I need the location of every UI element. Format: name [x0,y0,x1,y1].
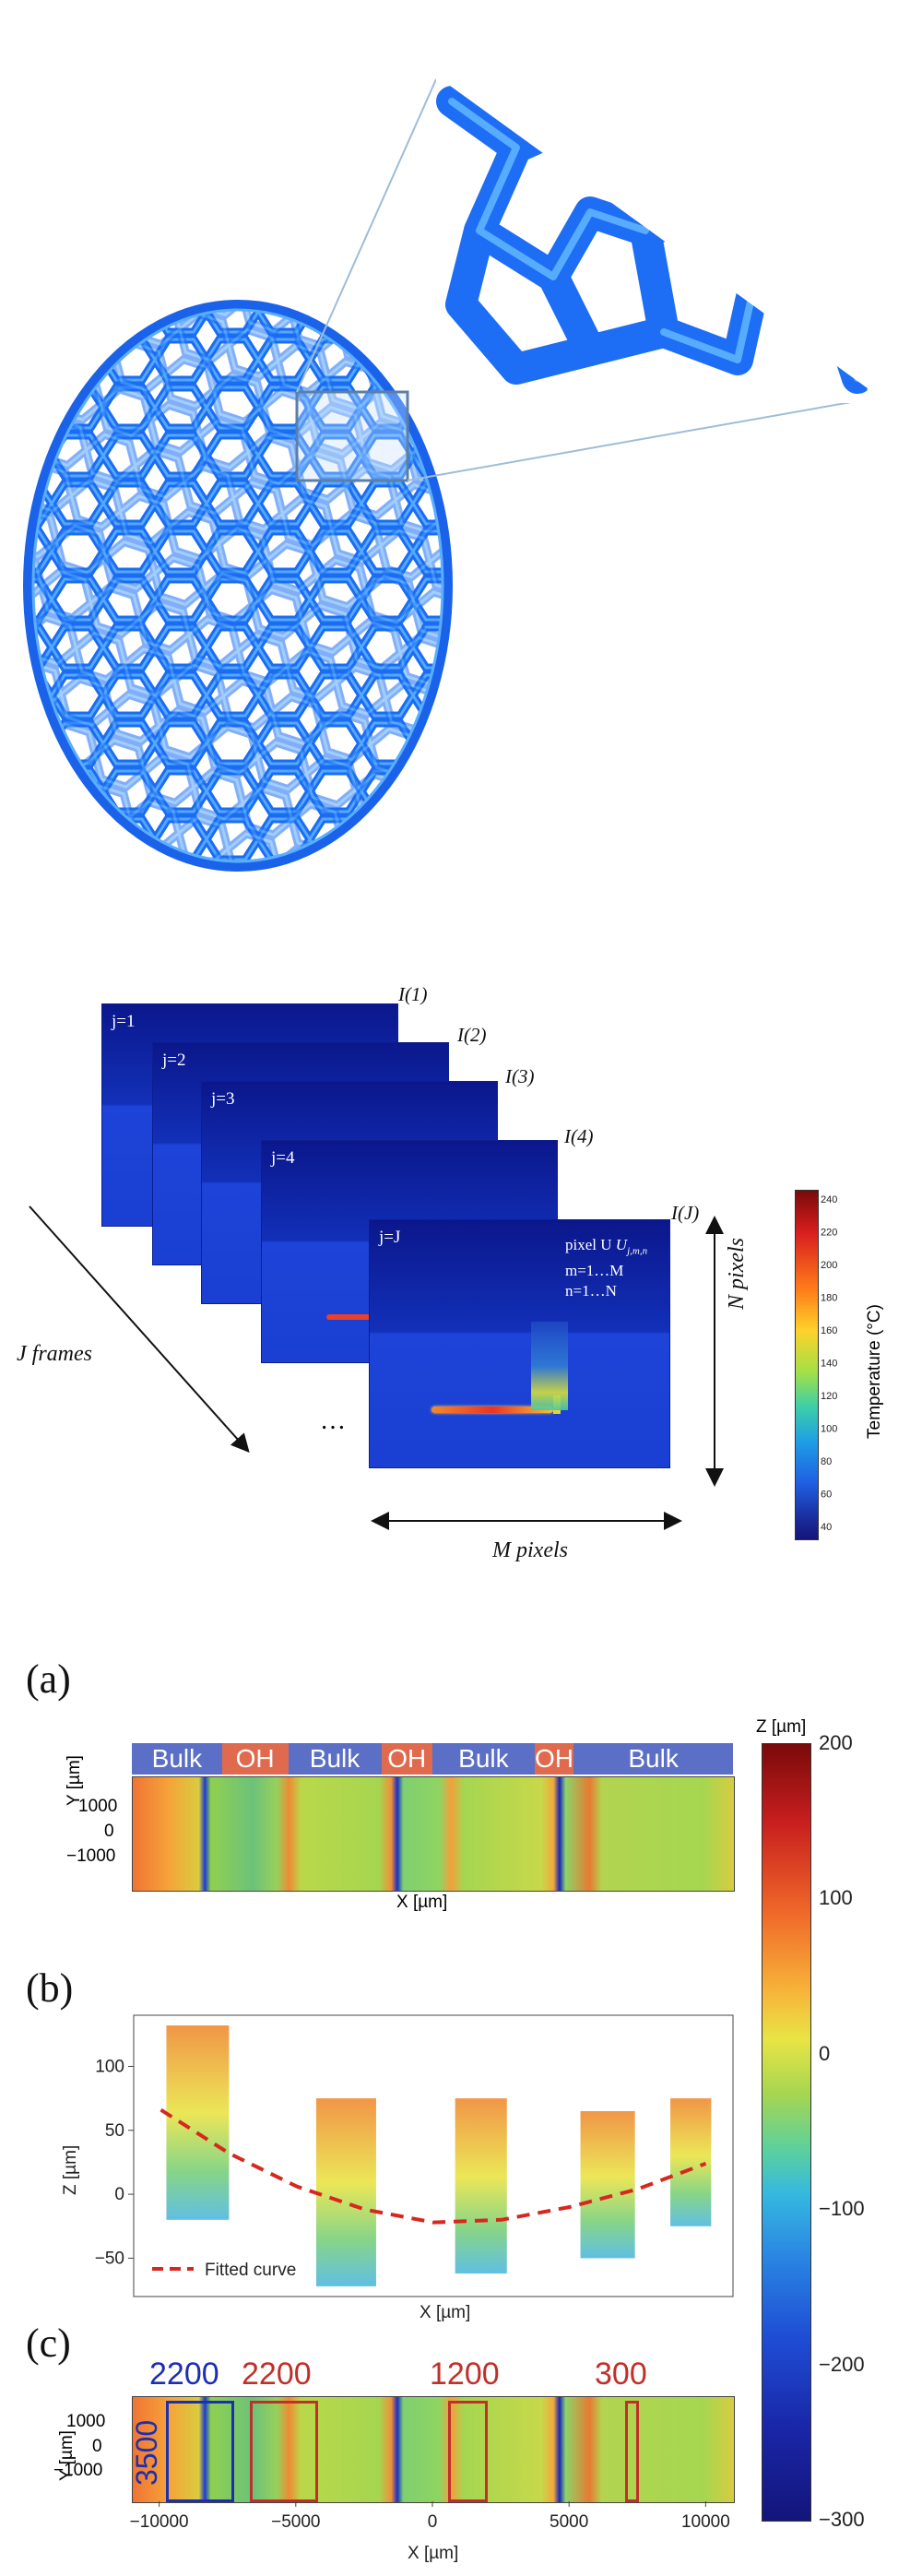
fitted-curve [160,2107,707,2225]
x-tick-label: 5000 [550,2512,588,2532]
legend-label: Fitted curve [205,2261,296,2280]
hot-track [431,1407,553,1413]
band-label: Bulk [432,1743,535,1775]
frame-index-label: j=4 [271,1148,295,1168]
z-colorbar-tick: −300 [819,2508,865,2531]
y-tick-label: 100 [95,2057,124,2076]
frame-name-label: I(1) [398,983,428,1005]
box-height-label: 3500 [130,2419,163,2486]
panel-a-xlabel: X [µm] [396,1893,448,1912]
z-colorbar-tick: −100 [819,2197,865,2221]
panel-c-ytick: 0 [92,2437,102,2456]
temperature-colorbar-tick: 100 [821,1424,837,1435]
frame-name-label: I(3) [505,1065,535,1087]
z-colorbar-title: Z [µm] [756,1717,807,1737]
temperature-colorbar-tick: 240 [821,1194,837,1205]
temperature-colorbar-tick: 60 [821,1490,832,1501]
band-strip: Bulk OH Bulk OH Bulk OH Bulk [132,1743,733,1775]
x-tick-label: 0 [428,2512,438,2532]
thermal-frame-J: j=J pixel U Uj,m,n m=1…M n=1…N [369,1219,670,1468]
panel-c-heatmap [132,2396,735,2503]
z-colorbar [762,1743,811,2522]
n-pixels-label: N pixels [725,1238,749,1310]
y-tick-label: 50 [105,2121,124,2141]
frame-name-label: I(4) [564,1125,594,1147]
temperature-colorbar-tick: 80 [821,1456,832,1467]
panel-a-letter: (a) [26,1656,71,1702]
temperature-colorbar-tick: 220 [821,1228,837,1239]
frame-index-label: j=3 [211,1089,235,1109]
band-label: Bulk [573,1743,733,1775]
panel-c-ytick: −1000 [53,2461,103,2480]
temperature-colorbar-tick: 40 [821,1522,832,1533]
band-label: OH [534,1743,574,1775]
ellipsis: … [320,1407,346,1435]
j-frames-label: J frames [17,1342,92,1366]
band-label: Bulk [288,1743,382,1775]
frame-name-label: I(2) [457,1024,487,1046]
panel-b-chart: 100 50 0 −50 Fitted curve X [µm] Z [µm] [61,2014,734,2322]
temperature-colorbar-ticks: 240 220 200 180 160 140 120 100 80 60 40 [821,1194,837,1533]
zoom-inset [436,76,888,403]
roi-box-red [250,2401,318,2502]
temperature-colorbar-tick: 160 [821,1325,837,1336]
panel-c-xlabel: X [µm] [408,2544,458,2563]
zoom-box [295,390,409,482]
y-tick-label: 0 [114,2185,124,2204]
print-head [531,1322,568,1410]
panel-a-ytick: 0 [104,1822,114,1841]
frame-name-label: I(J) [671,1202,700,1224]
scatter-cluster [166,2025,230,2220]
m-pixels-label: M pixels [492,1538,568,1562]
panel-c-ytick: 1000 [66,2412,106,2431]
scatter-cluster [580,2110,635,2259]
band-label: OH [221,1743,289,1775]
scatter-cluster [455,2098,507,2274]
roi-box-blue [166,2401,234,2502]
panel-c-xaxis: −10000 −5000 0 5000 10000 X [µm] [130,2501,730,2563]
panel-a-ytick: 1000 [78,1797,118,1816]
box-width-label: 1200 [430,2356,500,2392]
temperature-colorbar-tick: 180 [821,1293,837,1304]
temperature-colorbar [795,1190,819,1540]
panel-a-ytick: −1000 [66,1846,116,1866]
panel-c-letter: (c) [26,2321,71,2366]
roi-box-red [448,2401,488,2502]
panel-b-letter: (b) [26,1965,74,2011]
temperature-colorbar-tick: 140 [821,1359,837,1370]
panel-b-ylabel: Z [µm] [61,2145,80,2195]
band-label: OH [381,1743,432,1775]
z-colorbar-tick: 0 [819,2041,831,2065]
z-colorbar-tick: −200 [819,2352,865,2376]
pixel-annotation: pixel U Uj,m,n m=1…M n=1…N [565,1236,648,1300]
scatter-cluster [315,2098,376,2286]
panel-b-xlabel: X [µm] [420,2303,470,2322]
panel-a-heatmap [132,1776,735,1892]
y-tick-label: −50 [95,2249,124,2268]
frame-index-label: j=1 [112,1012,136,1031]
x-tick-label: −5000 [271,2512,320,2532]
box-width-label: 2200 [149,2356,219,2392]
box-width-label: 2200 [242,2356,312,2392]
temperature-colorbar-title: Temperature (°C) [865,1304,884,1439]
temperature-colorbar-tick: 120 [821,1391,837,1402]
box-width-label: 300 [595,2356,647,2392]
temperature-colorbar-tick: 200 [821,1260,837,1271]
frame-index-label: j=J [379,1228,401,1247]
z-colorbar-tick: 100 [819,1886,853,1910]
egg-lattice-figure [23,76,888,872]
z-colorbar-tick: 200 [819,1731,853,1754]
x-tick-label: −10000 [130,2512,189,2532]
thermal-arrows [29,1205,724,1530]
frame-index-label: j=2 [162,1051,186,1070]
band-label: Bulk [132,1743,222,1775]
roi-box-red [625,2401,639,2502]
x-tick-label: 10000 [681,2512,730,2532]
